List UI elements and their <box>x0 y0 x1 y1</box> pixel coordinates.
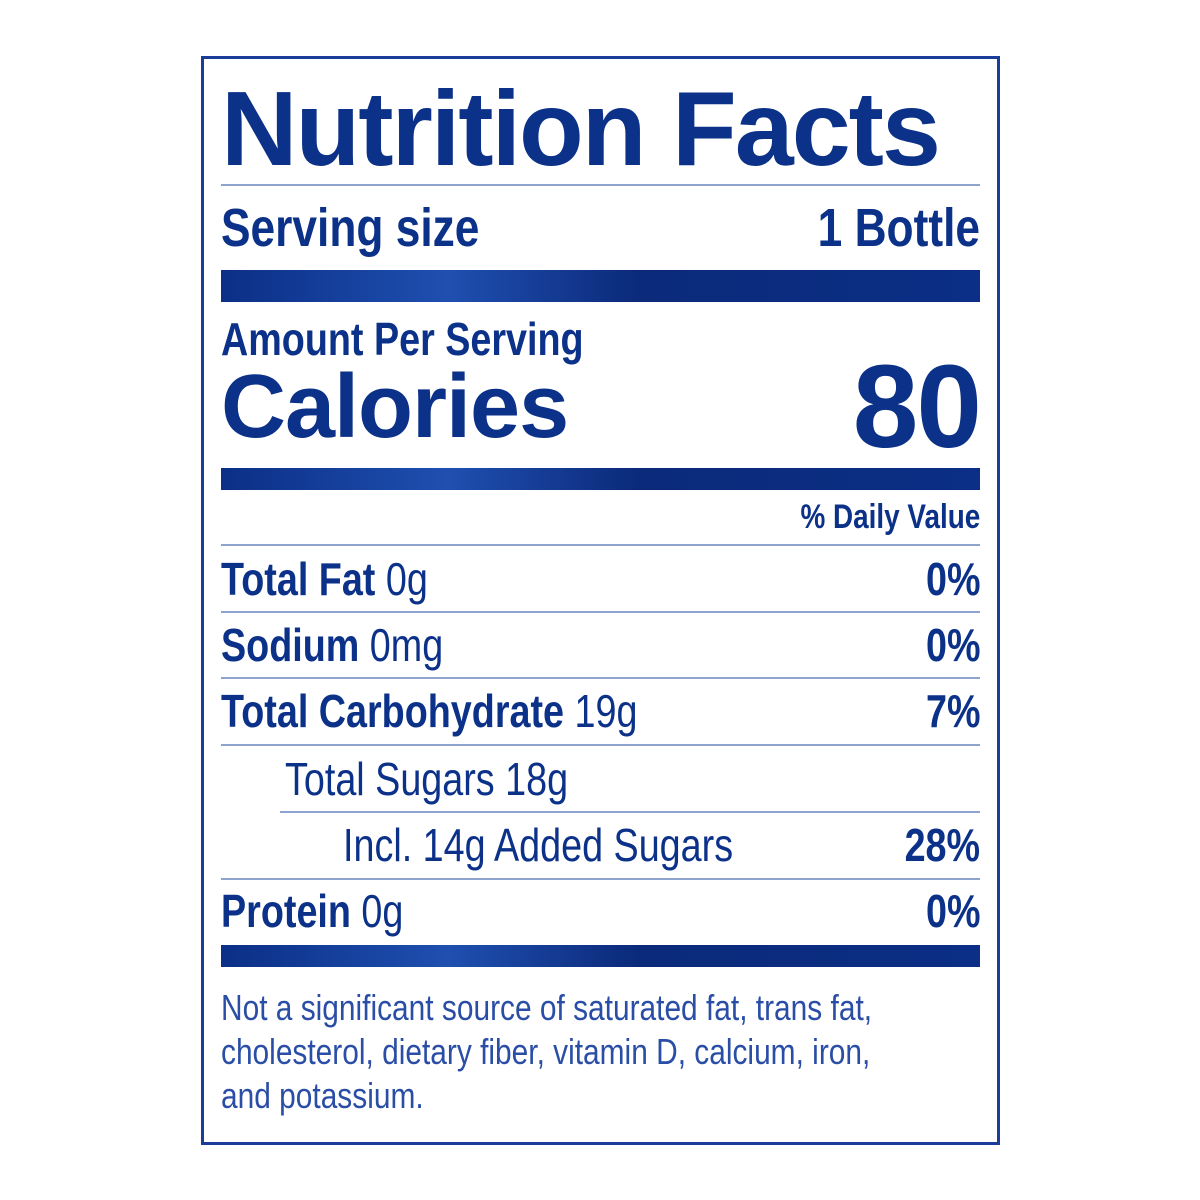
divider <box>221 744 980 746</box>
nutrient-dv: 0% <box>925 885 980 937</box>
nutrient-row-total-carbohydrate: Total Carbohydrate 19g 7% <box>221 680 980 742</box>
nutrient-row-added-sugars: Incl. 14g Added Sugars 28% <box>343 814 980 876</box>
serving-size-row: Serving size 1 Bottle <box>221 196 980 260</box>
nutrition-label-border <box>201 56 1000 1145</box>
title-row: Nutrition Facts <box>221 70 980 188</box>
nutrient-name: Protein <box>221 885 351 937</box>
nutrient-amount: 19g <box>574 685 638 737</box>
thick-divider <box>221 270 980 302</box>
amount-per-serving-row: Amount Per Serving <box>221 313 980 365</box>
divider <box>221 611 980 613</box>
nutrient-dv: 28% <box>904 819 980 871</box>
nutrient-dv: 7% <box>925 685 980 737</box>
divider <box>221 677 980 679</box>
calories-label: Calories <box>221 356 569 457</box>
bottom-thick-divider <box>221 945 980 967</box>
nutrient-row-total-fat: Total Fat 0g 0% <box>221 548 980 610</box>
nutrient-name: Incl. 14g Added Sugars <box>343 819 734 871</box>
calories-value: 80 <box>852 341 982 473</box>
nutrient-row-protein: Protein 0g 0% <box>221 880 980 942</box>
footnote: Not a significant source of saturated fa… <box>221 987 873 1116</box>
serving-size-label: Serving size <box>221 198 480 258</box>
daily-value-header: % Daily Value <box>800 497 980 536</box>
nutrient-amount: 0g <box>385 553 428 605</box>
divider <box>221 544 980 546</box>
nutrient-name: Total Fat <box>221 553 376 605</box>
nutrient-name: Total Carbohydrate <box>221 685 565 737</box>
divider <box>280 811 980 813</box>
nutrient-dv: 0% <box>925 619 980 671</box>
label-title: Nutrition Facts <box>221 69 941 188</box>
nutrient-amount: 0mg <box>369 619 444 671</box>
nutrient-name: Total Sugars 18g <box>285 753 569 805</box>
nutrient-dv: 0% <box>925 553 980 605</box>
serving-size-value: 1 Bottle <box>817 198 980 258</box>
amount-per-serving-label: Amount Per Serving <box>221 313 584 365</box>
divider <box>221 184 980 186</box>
daily-value-header-row: % Daily Value <box>221 498 980 536</box>
nutrient-amount: 0g <box>361 885 404 937</box>
nutrient-name: Sodium <box>221 619 360 671</box>
calories-row: Calories 80 <box>221 341 982 473</box>
nutrient-row-sodium: Sodium 0mg 0% <box>221 614 980 676</box>
nutrient-row-total-sugars: Total Sugars 18g <box>285 748 980 810</box>
medium-divider <box>221 468 980 490</box>
divider <box>221 878 980 880</box>
